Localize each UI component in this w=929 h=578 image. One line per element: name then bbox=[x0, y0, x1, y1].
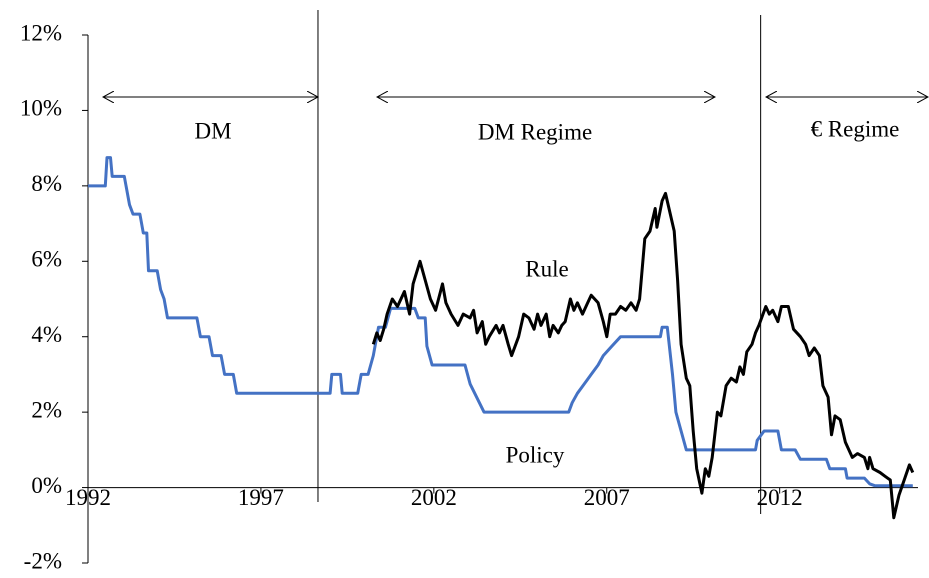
y-tick-label: 10% bbox=[20, 96, 62, 121]
x-tick-label: 1992 bbox=[65, 485, 111, 510]
y-tick-label: 0% bbox=[31, 473, 62, 498]
x-tick-label: 1997 bbox=[238, 485, 284, 510]
annotation: DM Regime bbox=[478, 119, 592, 144]
annotation: Policy bbox=[506, 442, 565, 467]
x-tick-label: 2007 bbox=[584, 485, 630, 510]
x-tick-label: 2002 bbox=[411, 485, 457, 510]
y-tick-label: 12% bbox=[20, 20, 62, 45]
series-line bbox=[88, 156, 913, 488]
series-line bbox=[371, 191, 915, 520]
annotation: DM bbox=[194, 118, 231, 143]
annotation: € Regime bbox=[811, 116, 900, 141]
y-tick-label: 8% bbox=[31, 171, 62, 196]
x-tick-label: 2012 bbox=[757, 485, 803, 510]
y-tick-label: 4% bbox=[31, 322, 62, 347]
annotation: Rule bbox=[525, 256, 568, 281]
y-tick-label: 2% bbox=[31, 397, 62, 422]
y-tick-label: -2% bbox=[24, 548, 62, 573]
y-tick-label: 6% bbox=[31, 247, 62, 272]
